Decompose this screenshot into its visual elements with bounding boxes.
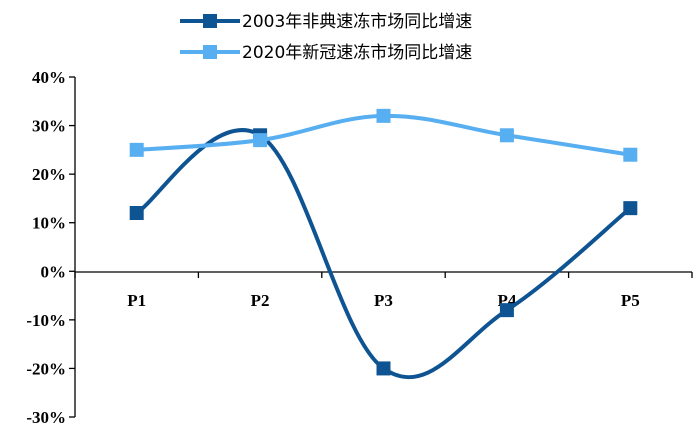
y-axis: 40% 30% 20% 10% 0% -10% -20% -30% — [26, 68, 76, 427]
y-tick-label: 20% — [32, 165, 66, 184]
series-2-point-P1 — [129, 142, 144, 157]
series-1-point-P4 — [499, 303, 514, 318]
series-1 — [129, 128, 638, 380]
x-tick-label: P5 — [621, 291, 640, 310]
y-tick-label: 10% — [32, 214, 66, 233]
legend-item-2: 2020年新冠速冻市场同比增速 — [180, 43, 472, 63]
legend-swatch-marker — [203, 14, 217, 28]
y-tick-label: -10% — [26, 311, 66, 330]
legend: 2003年非典速冻市场同比增速 2020年新冠速冻市场同比增速 — [180, 12, 472, 63]
series-2 — [129, 108, 638, 162]
series-1-point-P1 — [129, 206, 144, 220]
y-tick-label: 40% — [32, 68, 66, 87]
series-1-line — [134, 128, 633, 380]
x-tick-label: P2 — [251, 291, 270, 310]
legend-label: 2003年非典速冻市场同比增速 — [242, 12, 472, 32]
x-tick-label: P3 — [374, 291, 393, 310]
series-2-point-P4 — [499, 128, 514, 143]
y-tick-label: 0% — [41, 262, 67, 281]
legend-label: 2020年新冠速冻市场同比增速 — [242, 43, 472, 63]
x-tick-label: P1 — [127, 291, 146, 310]
x-axis: P1 P2 P3 P4 P5 — [74, 271, 693, 310]
y-tick-label: 30% — [32, 117, 66, 136]
y-tick-label: -30% — [26, 408, 66, 427]
series-1-point-P5 — [623, 201, 638, 216]
series-2-point-P5 — [623, 147, 638, 162]
series-2-point-P2 — [253, 133, 268, 148]
legend-swatch-marker — [203, 45, 217, 59]
series-layer — [129, 108, 638, 380]
series-1-point-P3 — [376, 361, 391, 376]
legend-item-1: 2003年非典速冻市场同比增速 — [180, 12, 472, 32]
y-tick-label: -20% — [26, 359, 66, 378]
series-2-point-P3 — [376, 108, 391, 123]
